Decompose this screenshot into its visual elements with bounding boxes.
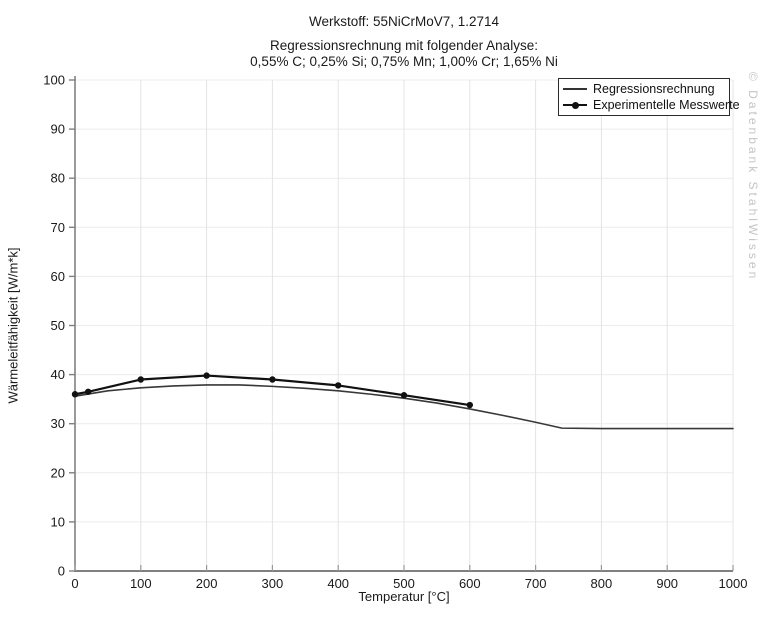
- svg-text:800: 800: [591, 576, 613, 591]
- svg-text:10: 10: [51, 514, 65, 529]
- svg-text:900: 900: [656, 576, 678, 591]
- svg-text:1000: 1000: [719, 576, 748, 591]
- svg-text:90: 90: [51, 122, 65, 137]
- svg-text:600: 600: [459, 576, 481, 591]
- svg-text:60: 60: [51, 269, 65, 284]
- chart-title: Werkstoff: 55NiCrMoV7, 1.2714: [308, 14, 500, 29]
- svg-text:50: 50: [51, 318, 65, 333]
- svg-text:100: 100: [130, 576, 152, 591]
- svg-text:0: 0: [71, 576, 78, 591]
- legend-item-regression: Regressionsrechnung: [563, 81, 725, 97]
- svg-text:100: 100: [43, 73, 65, 88]
- svg-text:700: 700: [525, 576, 547, 591]
- chart-subtitle-analysis: Regressionsrechnung mit folgender Analys…: [270, 38, 538, 53]
- x-axis-label: Temperatur [°C]: [358, 589, 450, 604]
- watermark-datenbank-stahlwissen: © Datenbank StahlWissen: [746, 72, 760, 282]
- svg-text:300: 300: [262, 576, 284, 591]
- svg-text:30: 30: [51, 416, 65, 431]
- svg-text:70: 70: [51, 220, 65, 235]
- svg-text:20: 20: [51, 465, 65, 480]
- svg-text:80: 80: [51, 171, 65, 186]
- svg-text:500: 500: [393, 576, 415, 591]
- legend-label-experimental: Experimentelle Messwerte: [593, 98, 740, 112]
- svg-text:400: 400: [327, 576, 349, 591]
- experimental-line-dot-icon: [563, 101, 587, 109]
- svg-text:200: 200: [196, 576, 218, 591]
- legend: Regressionsrechnung Experimentelle Messw…: [558, 78, 740, 116]
- svg-text:40: 40: [51, 367, 65, 382]
- svg-text:0: 0: [58, 564, 65, 579]
- y-axis-label: Wärmeleitfähigkeit [W/m*k]: [5, 247, 21, 404]
- chart-subtitle-composition: 0,55% C; 0,25% Si; 0,75% Mn; 1,00% Cr; 1…: [250, 54, 558, 69]
- legend-label-regression: Regressionsrechnung: [593, 82, 715, 96]
- legend-item-experimental: Experimentelle Messwerte: [563, 97, 740, 113]
- regression-line-icon: [563, 88, 587, 90]
